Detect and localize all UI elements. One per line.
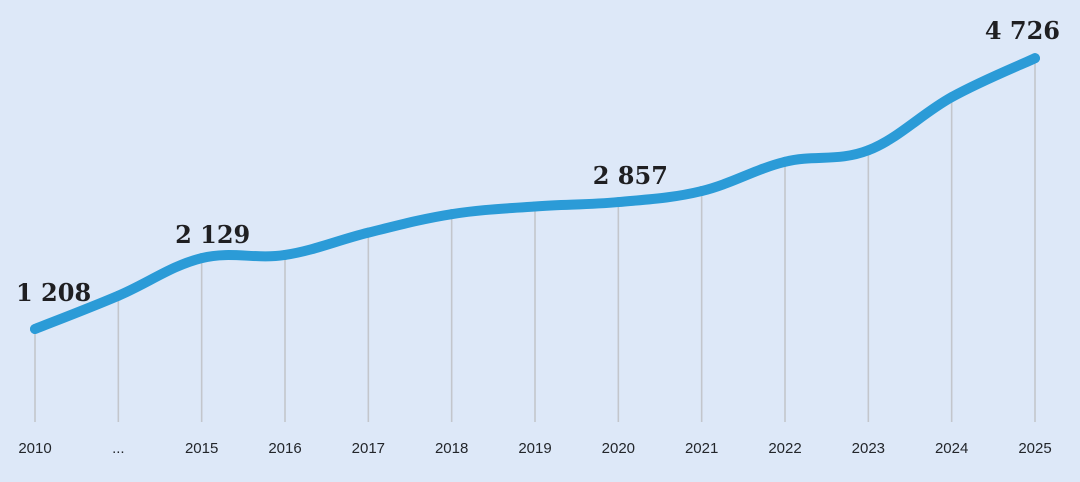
data-label-2015: 2 129 xyxy=(175,220,250,249)
x-tick-label: 2016 xyxy=(268,440,301,457)
data-point-2015 xyxy=(196,253,207,264)
data-point-2017 xyxy=(363,227,374,238)
x-tick-label: 2019 xyxy=(518,440,551,457)
data-point-2019 xyxy=(530,201,540,212)
x-tick-label: 2020 xyxy=(602,440,635,457)
x-axis-tick-labels: 2010... 2015 2016 2017 2018 2019 2020 2021 2022 2… xyxy=(18,440,1051,457)
data-label-2010: 1 208 xyxy=(16,278,91,307)
data-point-gap xyxy=(113,290,124,301)
data-point-2018 xyxy=(446,209,457,220)
data-point-2020 xyxy=(613,197,624,208)
data-label-2020: 2 857 xyxy=(593,161,668,190)
data-point-2016 xyxy=(280,249,290,260)
data-point-2022 xyxy=(780,156,790,167)
data-point-2021 xyxy=(696,186,707,197)
x-tick-label: 2024 xyxy=(935,440,968,457)
x-tick-label: 2018 xyxy=(435,440,468,457)
x-tick-label: 2010 xyxy=(18,440,51,457)
data-point-2025 xyxy=(1030,53,1040,64)
x-tick-label: 2017 xyxy=(352,440,385,457)
x-tick-label: 2022 xyxy=(768,440,801,457)
data-label-2025: 4 726 xyxy=(985,16,1060,45)
data-point-2010 xyxy=(30,324,40,335)
data-labels: 1 208 2 129 2 857 4 726 xyxy=(16,16,1060,307)
x-tick-label: 2025 xyxy=(1018,440,1051,457)
x-tick-label: 2023 xyxy=(852,440,885,457)
data-point-2024 xyxy=(946,92,957,103)
series-layer xyxy=(30,53,1040,335)
data-point-2023 xyxy=(863,145,874,156)
x-tick-label: 2015 xyxy=(185,440,218,457)
x-tick-label: ... xyxy=(112,440,125,457)
drop-lines xyxy=(34,58,1036,422)
x-tick-label: 2021 xyxy=(685,440,718,457)
